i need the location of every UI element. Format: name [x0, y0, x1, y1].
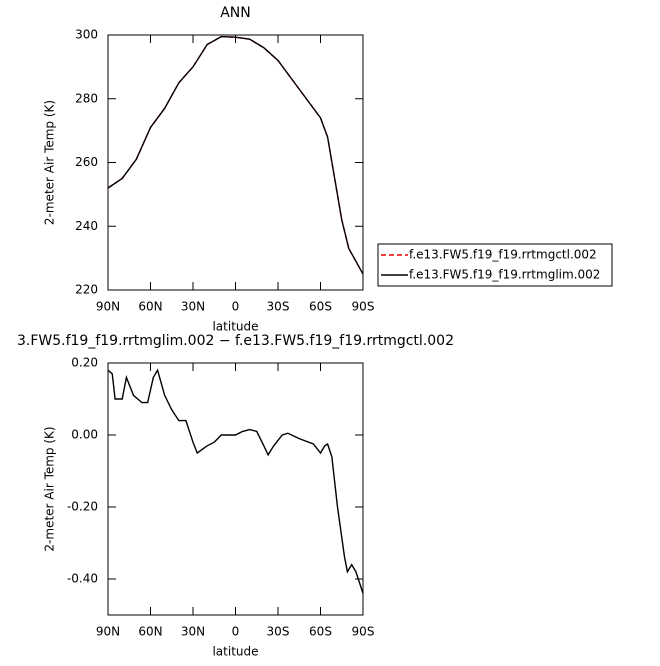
x-axis-label: latitude	[212, 645, 258, 659]
plot-frame	[107, 34, 364, 291]
chart-title: 3.FW5.f19_f19.rrtmglim.002 − f.e13.FW5.f…	[17, 333, 454, 349]
data-line	[107, 35, 364, 275]
y-tick-label: 220	[75, 283, 98, 297]
x-tick-label: 30N	[181, 625, 205, 639]
y-tick-label: 260	[75, 155, 98, 169]
x-tick-label: 90N	[96, 625, 120, 639]
x-tick-label: 60N	[138, 300, 162, 314]
x-tick-label: 0	[232, 625, 240, 639]
y-axis-label: 2-meter Air Temp (K)	[43, 100, 57, 225]
x-tick-label: 30S	[267, 300, 290, 314]
chart-title: ANN	[220, 5, 251, 21]
x-tick-label: 0	[232, 300, 240, 314]
y-tick-label: 280	[75, 91, 98, 105]
x-tick-label: 60S	[309, 625, 332, 639]
x-tick-label: 30N	[181, 300, 205, 314]
legend-label: f.e13.FW5.f19_f19.rrtmgctl.002	[409, 248, 597, 262]
x-tick-label: 60S	[309, 300, 332, 314]
x-tick-label: 90S	[352, 300, 375, 314]
legend-label: f.e13.FW5.f19_f19.rrtmglim.002	[409, 268, 600, 282]
x-tick-label: 30S	[267, 625, 290, 639]
x-tick-label: 60N	[138, 625, 162, 639]
data-line	[107, 35, 364, 275]
x-tick-label: 90N	[96, 300, 120, 314]
x-tick-label: 90S	[352, 625, 375, 639]
legend-box	[377, 243, 613, 287]
y-tick-label: 0.20	[71, 356, 98, 370]
x-axis-label: latitude	[212, 320, 258, 334]
y-axis-label: 2-meter Air Temp (K)	[43, 426, 57, 551]
data-line	[107, 368, 364, 594]
y-tick-label: 240	[75, 219, 98, 233]
y-tick-label: 300	[75, 28, 98, 42]
y-tick-label: -0.40	[67, 572, 98, 586]
y-tick-label: -0.20	[67, 500, 98, 514]
y-tick-label: 0.00	[71, 428, 98, 442]
plot-frame	[107, 362, 364, 616]
